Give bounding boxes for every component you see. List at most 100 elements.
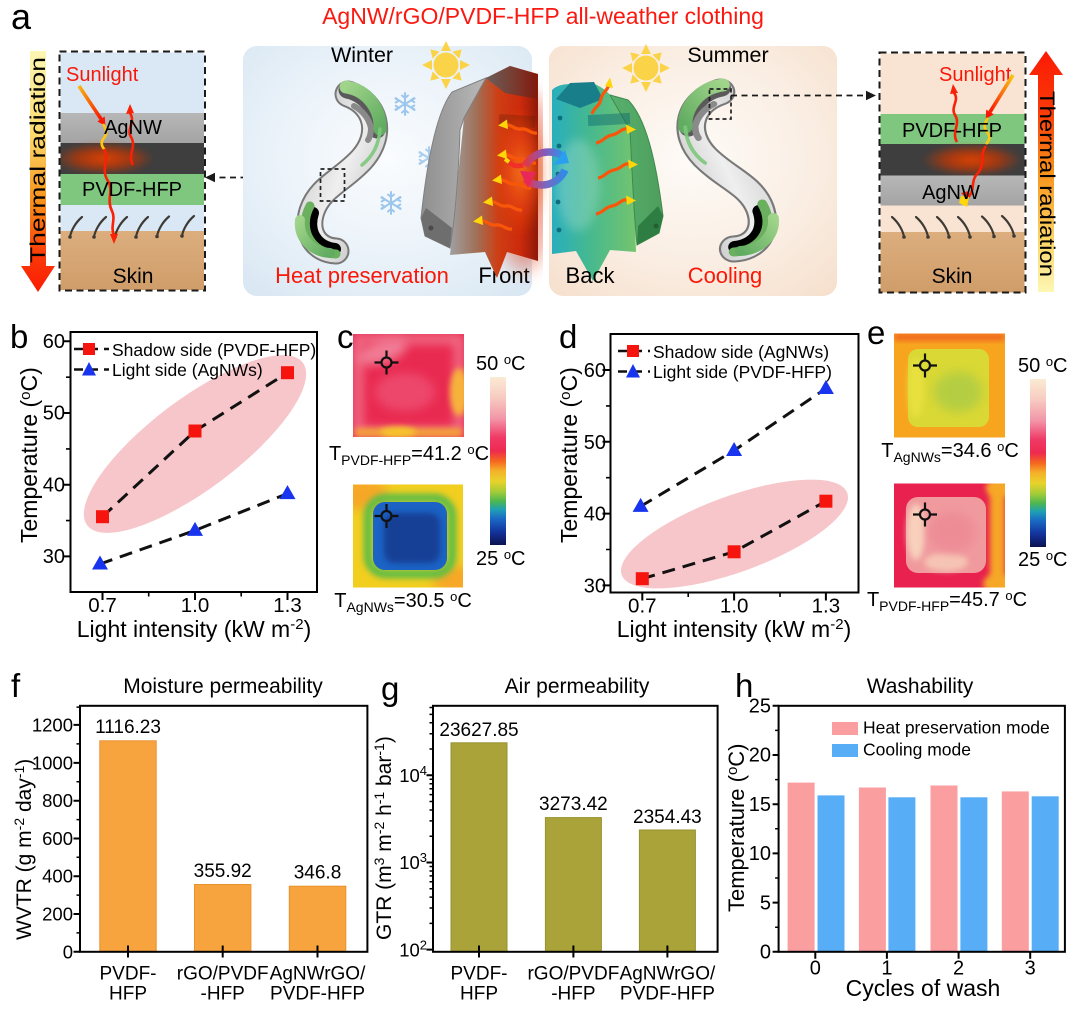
svg-text:355.92: 355.92 — [194, 861, 252, 882]
svg-text:Sunlight: Sunlight — [66, 64, 139, 86]
svg-text:50: 50 — [43, 403, 65, 425]
svg-text:1.3: 1.3 — [273, 594, 302, 617]
svg-text:0: 0 — [63, 941, 73, 962]
svg-text:0: 0 — [810, 958, 821, 980]
svg-text:Summer: Summer — [687, 43, 768, 67]
svg-text:0: 0 — [760, 942, 771, 964]
svg-text:h: h — [735, 667, 753, 704]
svg-text:Sunlight: Sunlight — [939, 64, 1012, 86]
svg-text:Winter: Winter — [331, 43, 393, 67]
svg-text:2354.43: 2354.43 — [633, 807, 702, 828]
svg-text:Skin: Skin — [113, 265, 154, 288]
svg-text:PVDF-HFP: PVDF-HFP — [270, 984, 365, 1005]
svg-text:600: 600 — [42, 828, 73, 849]
svg-text:103: 103 — [399, 850, 427, 873]
svg-text:5: 5 — [760, 892, 771, 914]
svg-text:TPVDF-HFP=41.2 oC: TPVDF-HFP=41.2 oC — [329, 442, 489, 468]
svg-text:Light intensity (kW m-2): Light intensity (kW m-2) — [77, 616, 311, 642]
svg-text:1200: 1200 — [32, 714, 73, 735]
svg-text:1116.23: 1116.23 — [95, 717, 161, 738]
svg-text:0.7: 0.7 — [88, 594, 117, 617]
svg-text:30: 30 — [584, 575, 606, 597]
svg-text:GTR (m3 m-2 h-1 bar-1): GTR (m3 m-2 h-1 bar-1) — [371, 736, 396, 940]
svg-text:15: 15 — [749, 794, 771, 816]
svg-text:PVDF-: PVDF- — [100, 964, 157, 985]
svg-text:3273.42: 3273.42 — [539, 794, 608, 815]
svg-text:1.0: 1.0 — [181, 594, 210, 617]
svg-text:50 oC: 50 oC — [476, 352, 526, 375]
svg-text:HFP: HFP — [460, 984, 498, 1005]
svg-text:Heat preservation: Heat preservation — [275, 263, 449, 288]
svg-text:10: 10 — [749, 843, 771, 865]
svg-text:a: a — [11, 0, 32, 37]
svg-text:rGO/PVDF: rGO/PVDF — [527, 964, 619, 985]
svg-text:AgNW: AgNW — [104, 117, 162, 139]
svg-text:200: 200 — [42, 904, 73, 925]
svg-text:40: 40 — [584, 504, 606, 526]
svg-text:25 oC: 25 oC — [476, 547, 526, 570]
svg-text:800: 800 — [42, 790, 73, 811]
svg-text:Temperature (oC): Temperature (oC) — [724, 743, 749, 912]
svg-text:50: 50 — [584, 432, 606, 454]
svg-text:104: 104 — [399, 763, 427, 786]
svg-text:1.3: 1.3 — [812, 595, 841, 618]
svg-text:c: c — [337, 318, 354, 355]
svg-text:Shadow side (AgNWs): Shadow side (AgNWs) — [653, 342, 829, 362]
svg-text:Thermal radiation: Thermal radiation — [1035, 91, 1058, 277]
svg-text:Thermal radiation: Thermal radiation — [27, 57, 50, 263]
svg-text:400: 400 — [42, 866, 73, 887]
svg-text:b: b — [10, 318, 28, 355]
svg-text:e: e — [867, 314, 885, 351]
svg-text:1000: 1000 — [32, 752, 73, 773]
svg-text:60: 60 — [584, 360, 606, 382]
svg-text:2: 2 — [953, 958, 964, 980]
svg-text:PVDF-: PVDF- — [451, 964, 508, 985]
svg-text:AgNW/rGO/PVDF-HFP all-weather: AgNW/rGO/PVDF-HFP all-weather clothing — [322, 3, 764, 29]
svg-text:Back: Back — [566, 263, 616, 288]
svg-text:25: 25 — [749, 696, 771, 718]
svg-text:f: f — [11, 667, 21, 704]
svg-text:TAgNWs=30.5 oC: TAgNWs=30.5 oC — [334, 589, 472, 615]
svg-text:Cooling: Cooling — [688, 263, 763, 288]
svg-text:60: 60 — [43, 331, 65, 353]
svg-text:25 oC: 25 oC — [1018, 548, 1068, 571]
svg-text:-HFP: -HFP — [551, 984, 595, 1005]
svg-text:Light intensity (kW m-2): Light intensity (kW m-2) — [617, 616, 851, 642]
svg-text:3: 3 — [1025, 958, 1036, 980]
svg-text:Light side (AgNWs): Light side (AgNWs) — [112, 360, 263, 380]
svg-text:20: 20 — [749, 745, 771, 767]
svg-text:AgNWrGO/: AgNWrGO/ — [270, 964, 366, 985]
svg-text:-HFP: -HFP — [201, 984, 245, 1005]
svg-text:rGO/PVDF: rGO/PVDF — [177, 964, 269, 985]
svg-text:Cooling mode: Cooling mode — [863, 740, 971, 760]
svg-text:Washability: Washability — [867, 675, 974, 698]
svg-text:HFP: HFP — [109, 984, 147, 1005]
svg-text:Temperature (oC): Temperature (oC) — [556, 367, 582, 543]
svg-text:WVTR (g m-2 day-1): WVTR (g m-2 day-1) — [11, 759, 36, 940]
svg-text:30: 30 — [43, 546, 65, 568]
svg-text:50 oC: 50 oC — [1018, 354, 1068, 377]
svg-text:g: g — [381, 670, 399, 707]
svg-text:102: 102 — [399, 937, 427, 960]
svg-text:Skin: Skin — [932, 265, 973, 288]
svg-text:40: 40 — [43, 474, 65, 496]
svg-text:TPVDF-HFP=45.7 oC: TPVDF-HFP=45.7 oC — [867, 588, 1027, 614]
svg-text:Shadow side (PVDF-HFP): Shadow side (PVDF-HFP) — [112, 340, 316, 360]
svg-text:PVDF-HFP: PVDF-HFP — [902, 120, 1002, 142]
svg-text:23627.85: 23627.85 — [439, 720, 518, 741]
svg-text:AgNWrGO/: AgNWrGO/ — [620, 964, 716, 985]
svg-text:PVDF-HFP: PVDF-HFP — [82, 179, 182, 201]
svg-text:TAgNWs=34.6 oC: TAgNWs=34.6 oC — [881, 439, 1019, 465]
svg-text:PVDF-HFP: PVDF-HFP — [620, 984, 715, 1005]
svg-text:Heat preservation mode: Heat preservation mode — [863, 718, 1050, 738]
svg-text:Moisture permeability: Moisture permeability — [123, 675, 323, 698]
svg-text:Light side (PVDF-HFP): Light side (PVDF-HFP) — [653, 362, 832, 382]
svg-text:0.7: 0.7 — [628, 595, 657, 618]
svg-text:Air permeability: Air permeability — [505, 675, 650, 698]
svg-text:1.0: 1.0 — [720, 595, 749, 618]
svg-text:Temperature (oC): Temperature (oC) — [16, 367, 42, 543]
svg-text:d: d — [559, 318, 577, 355]
svg-text:AgNW: AgNW — [922, 182, 980, 204]
svg-text:Cycles of wash: Cycles of wash — [846, 975, 1001, 1001]
svg-text:1: 1 — [881, 958, 892, 980]
